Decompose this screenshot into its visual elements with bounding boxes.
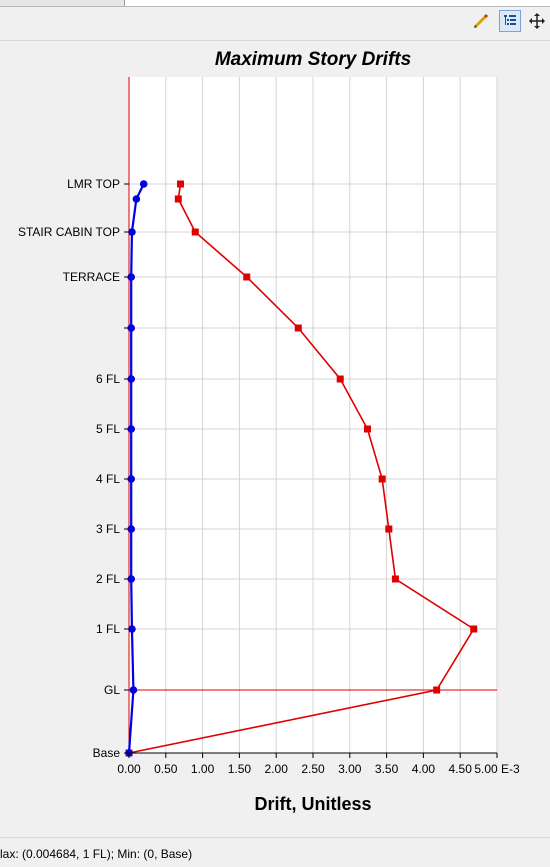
- story-label: STAIR CABIN TOP: [18, 225, 120, 239]
- toolbar: [0, 0, 550, 41]
- story-label: 1 FL: [96, 622, 120, 636]
- x-tick-label: 3.00: [338, 762, 362, 776]
- status-text: lax: (0.004684, 1 FL); Min: (0, Base): [0, 847, 193, 861]
- x-tick-label: 0.00: [117, 762, 141, 776]
- data-point: [127, 375, 136, 383]
- data-point: [336, 375, 344, 383]
- x-tick-label: 3.50: [375, 762, 399, 776]
- pan-button[interactable]: [526, 10, 548, 32]
- data-point: [177, 180, 185, 188]
- x-tick-label: 2.50: [301, 762, 325, 776]
- story-label: 4 FL: [96, 472, 120, 486]
- x-tick-label: 1.00: [191, 762, 215, 776]
- x-tick-label: 2.00: [265, 762, 289, 776]
- chart-title: Maximum Story Drifts: [215, 49, 411, 70]
- data-point: [363, 425, 371, 433]
- data-point: [132, 195, 141, 203]
- x-tick-label: 5.00 E-3: [474, 762, 520, 776]
- data-point: [127, 575, 136, 583]
- x-tick-label: 0.50: [154, 762, 178, 776]
- story-label: 6 FL: [96, 372, 120, 386]
- data-point: [294, 324, 302, 332]
- pencil-button[interactable]: [470, 10, 492, 32]
- x-axis-title: Drift, Unitless: [254, 794, 371, 814]
- data-point: [127, 475, 136, 483]
- x-tick-label: 4.00: [412, 762, 436, 776]
- data-point: [385, 525, 393, 533]
- story-label: 3 FL: [96, 522, 120, 536]
- tab-active[interactable]: [0, 0, 125, 6]
- story-label: 2 FL: [96, 572, 120, 586]
- story-drift-chart: Maximum Story Drifts 0.00 0.50 1.00 1.50 2.0…: [18, 49, 520, 814]
- status-bar: lax: (0.004684, 1 FL); Min: (0, Base): [0, 837, 550, 867]
- story-label: 5 FL: [96, 422, 120, 436]
- chart-area: Maximum Story Drifts 0.00 0.50 1.00 1.50 2.0…: [0, 41, 550, 837]
- data-point: [127, 425, 136, 433]
- data-point: [139, 180, 148, 188]
- tree-list-icon: [504, 15, 516, 25]
- data-point: [391, 575, 399, 583]
- story-label: LMR TOP: [67, 177, 120, 191]
- x-tick-label: 1.50: [228, 762, 252, 776]
- data-point: [174, 195, 182, 203]
- data-point: [378, 475, 386, 483]
- data-point: [128, 625, 136, 633]
- data-point: [243, 273, 251, 281]
- data-point: [128, 228, 136, 236]
- tab-strip: [0, 0, 550, 7]
- pencil-icon: [473, 13, 489, 29]
- story-label: TERRACE: [63, 270, 120, 284]
- data-point: [191, 228, 199, 236]
- move-icon: [529, 13, 545, 29]
- data-point: [127, 324, 136, 332]
- data-point: [127, 273, 136, 281]
- data-point: [129, 686, 138, 694]
- data-point: [433, 686, 441, 694]
- story-label: GL: [104, 683, 120, 697]
- x-tick-label: 4.50: [449, 762, 473, 776]
- display-table-button[interactable]: [499, 10, 521, 32]
- story-label: Base: [93, 746, 121, 760]
- data-point: [470, 625, 478, 633]
- data-point: [127, 525, 136, 533]
